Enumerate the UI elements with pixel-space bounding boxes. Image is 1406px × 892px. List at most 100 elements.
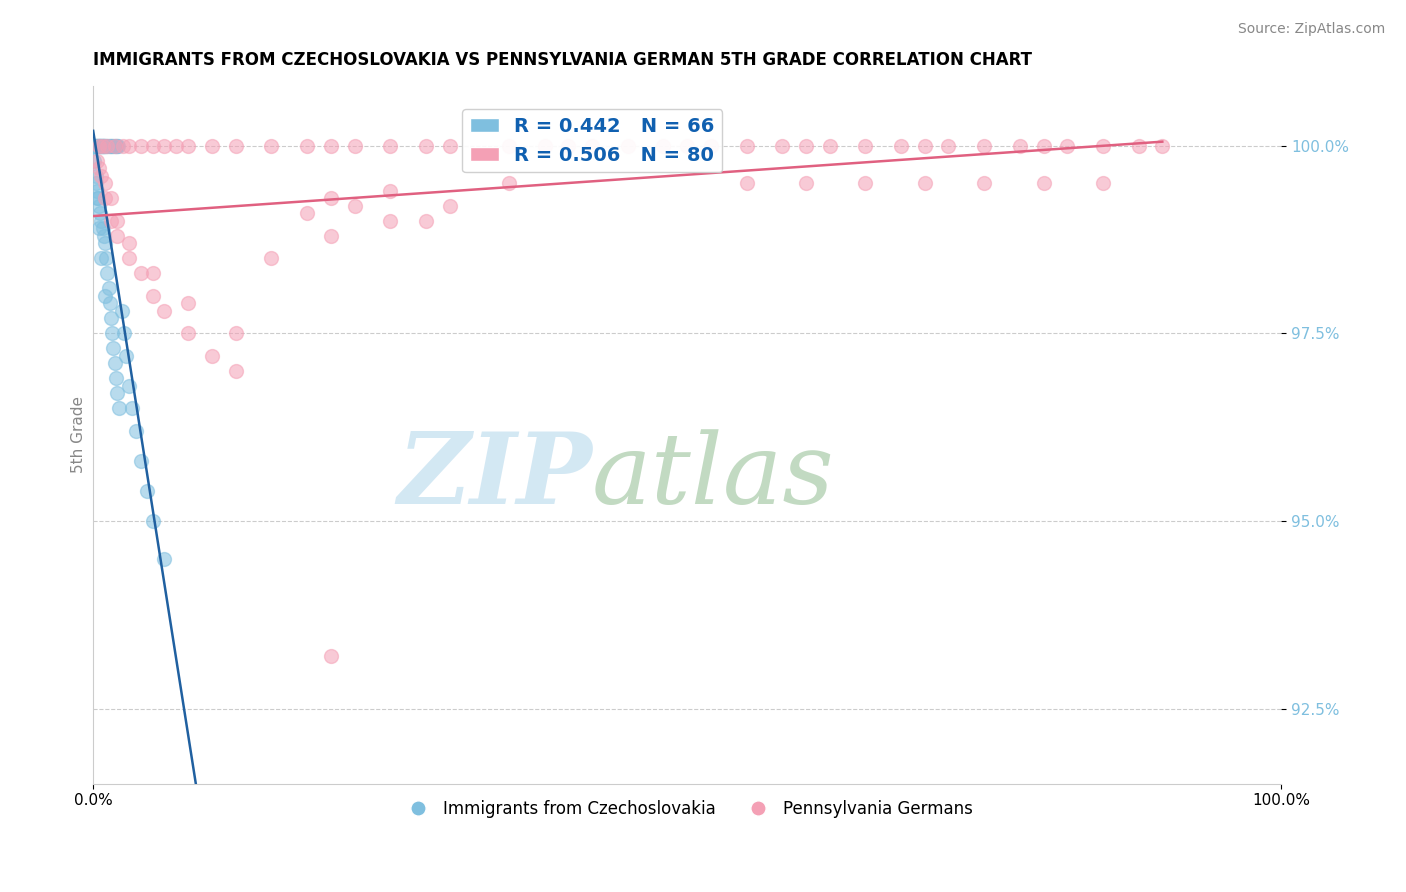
Point [770, 138, 793, 153]
Point [118, 251, 141, 265]
Point [1056, 138, 1078, 153]
Point [319, 228, 342, 243]
Point [319, 138, 342, 153]
Point [90, 169, 112, 183]
Point [96, 138, 118, 153]
Point [1091, 138, 1114, 153]
Point [103, 138, 125, 153]
Point [177, 326, 200, 341]
Point [96, 266, 118, 280]
Point [118, 379, 141, 393]
Point [153, 138, 176, 153]
Point [165, 138, 187, 153]
Point [938, 138, 960, 153]
Point [97, 138, 120, 153]
Point [103, 138, 125, 153]
Point [818, 138, 841, 153]
Point [129, 138, 152, 153]
Point [89, 221, 111, 235]
Point [101, 326, 124, 341]
Point [84, 138, 107, 153]
Point [101, 138, 124, 153]
Point [100, 213, 122, 227]
Point [91, 138, 114, 153]
Point [914, 176, 936, 190]
Point [93, 138, 115, 153]
Point [142, 138, 165, 153]
Point [439, 138, 461, 153]
Text: Source: ZipAtlas.com: Source: ZipAtlas.com [1237, 22, 1385, 37]
Point [83, 138, 105, 153]
Point [90, 213, 112, 227]
Point [94, 236, 117, 251]
Y-axis label: 5th Grade: 5th Grade [72, 396, 86, 473]
Point [86, 191, 108, 205]
Point [108, 401, 131, 416]
Point [103, 341, 125, 355]
Point [914, 138, 936, 153]
Point [1152, 138, 1174, 153]
Point [94, 289, 117, 303]
Point [794, 176, 817, 190]
Point [652, 138, 675, 153]
Point [177, 138, 200, 153]
Point [105, 228, 128, 243]
Point [91, 138, 114, 153]
Point [103, 356, 125, 370]
Point [378, 184, 401, 198]
Point [853, 176, 876, 190]
Point [94, 138, 117, 153]
Point [295, 138, 318, 153]
Point [93, 228, 115, 243]
Point [96, 138, 118, 153]
Point [91, 138, 114, 153]
Point [794, 138, 817, 153]
Point [343, 138, 366, 153]
Point [86, 138, 108, 153]
Point [105, 386, 128, 401]
Point [105, 138, 128, 153]
Point [135, 483, 157, 498]
Point [84, 169, 107, 183]
Point [415, 138, 437, 153]
Point [91, 221, 114, 235]
Point [142, 266, 165, 280]
Point [616, 138, 638, 153]
Point [973, 138, 995, 153]
Point [84, 138, 107, 153]
Point [201, 349, 224, 363]
Point [89, 138, 111, 153]
Point [378, 138, 401, 153]
Point [498, 138, 520, 153]
Point [84, 138, 107, 153]
Point [1008, 138, 1031, 153]
Point [260, 251, 283, 265]
Point [93, 138, 115, 153]
Point [319, 649, 342, 664]
Point [98, 296, 121, 310]
Point [96, 251, 118, 265]
Point [87, 138, 110, 153]
Point [118, 236, 141, 251]
Point [1032, 176, 1054, 190]
Point [84, 176, 107, 190]
Point [94, 191, 117, 205]
Point [112, 326, 135, 341]
Point [225, 326, 247, 341]
Point [89, 206, 111, 220]
Point [105, 213, 128, 227]
Point [90, 251, 112, 265]
Point [111, 138, 134, 153]
Point [153, 551, 176, 566]
Point [439, 199, 461, 213]
Point [86, 153, 108, 168]
Point [415, 213, 437, 227]
Point [89, 138, 111, 153]
Point [86, 138, 108, 153]
Text: IMMIGRANTS FROM CZECHOSLOVAKIA VS PENNSYLVANIA GERMAN 5TH GRADE CORRELATION CHAR: IMMIGRANTS FROM CZECHOSLOVAKIA VS PENNSY… [93, 51, 1032, 69]
Point [89, 199, 111, 213]
Point [83, 153, 105, 168]
Point [90, 138, 112, 153]
Point [853, 138, 876, 153]
Point [498, 176, 520, 190]
